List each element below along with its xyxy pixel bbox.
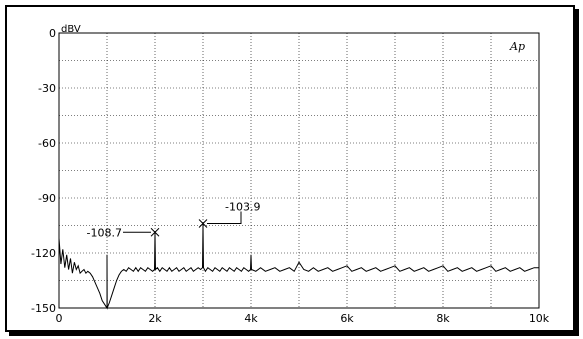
x-tick-label: 0 [56, 312, 63, 325]
chart-frame [5, 5, 575, 332]
x-tick-label: 10k [529, 312, 550, 325]
ap-logo: Ap [509, 40, 525, 53]
spectrum-trace [58, 223, 539, 310]
peak-label: -103.9 [225, 200, 260, 213]
y-tick-label: -30 [38, 82, 56, 95]
y-axis-unit-label: dBV [61, 24, 81, 35]
peak-annotation: -108.7 [87, 226, 160, 239]
y-tick-label: -120 [31, 247, 56, 260]
y-tick-label: -90 [38, 192, 56, 205]
peak-marker [150, 227, 160, 237]
series-group [58, 223, 539, 310]
peak-marker [198, 219, 208, 228]
peak-annotation: -103.9 [198, 200, 260, 228]
peak-label: -108.7 [87, 226, 122, 239]
y-tick-label: -150 [31, 302, 56, 315]
x-tick-label: 8k [436, 312, 450, 325]
y-tick-label: 0 [49, 27, 56, 40]
annotations: -108.7 -103.9 [87, 200, 261, 239]
tick-labels: 0 2k 4k 6k 8k 10k 0 -30 -60 -90 -120 -150 [31, 27, 550, 325]
plot-border [58, 32, 540, 309]
grid [59, 33, 539, 308]
x-tick-label: 2k [148, 312, 162, 325]
x-tick-label: 6k [340, 312, 354, 325]
y-tick-label: -60 [38, 137, 56, 150]
leader-line [207, 211, 242, 224]
x-tick-label: 4k [244, 312, 258, 325]
